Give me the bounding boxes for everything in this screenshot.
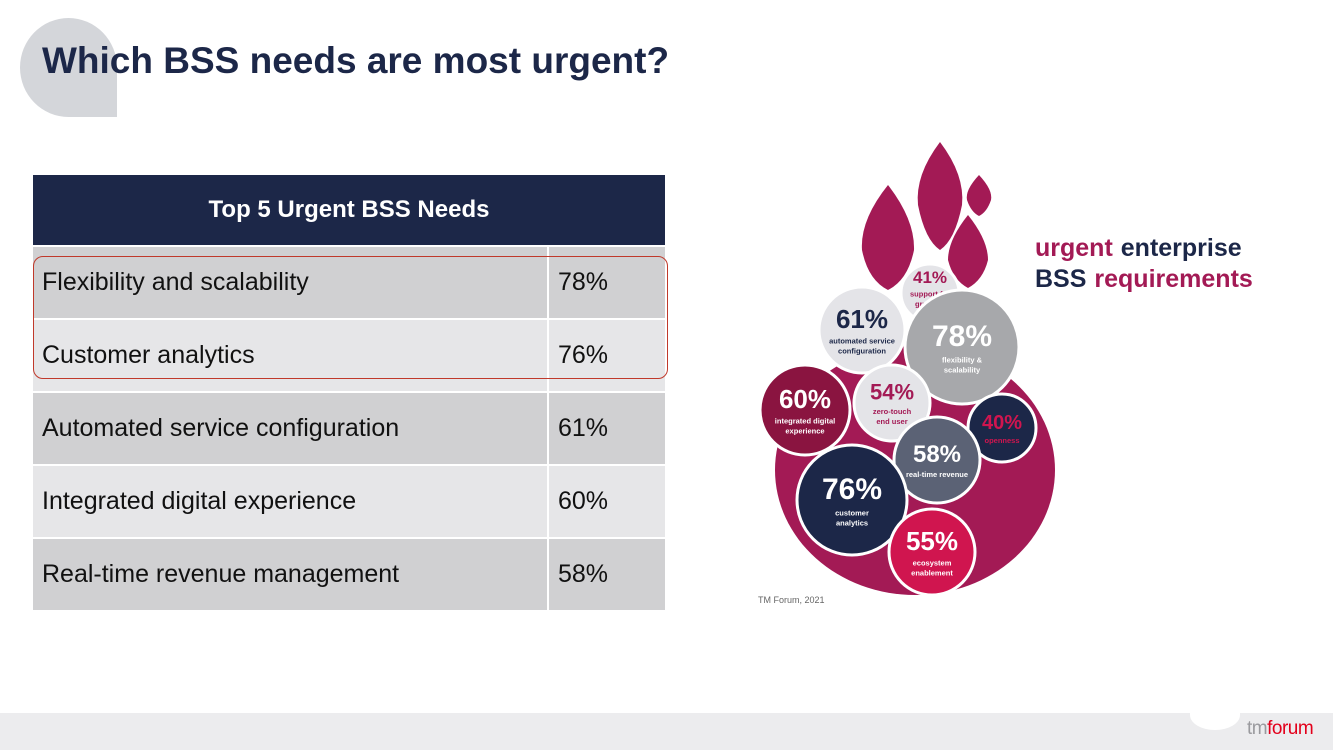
bubble-circle [966,392,1038,464]
urgent-needs-table: Top 5 Urgent BSS Needs Flexibility and s… [33,175,665,610]
need-value: 60% [549,466,665,537]
heading-word-bss: BSS [1035,265,1087,293]
bubble-value: 41% [913,268,947,287]
need-value: 58% [549,539,665,610]
bubble-label: flexibility & [942,356,983,365]
bubble-value: 76% [822,473,882,506]
bubble-label: ecosystem [913,558,952,567]
bubble-label: experience [785,426,824,435]
droplet-shape [966,175,992,216]
bubble-circle [758,363,852,457]
need-label: Automated service configuration [33,393,547,464]
heading-word-urgent: urgent [1035,234,1113,262]
bubble-value: 60% [779,384,831,414]
bubble-value: 78% [932,320,992,353]
table-header: Top 5 Urgent BSS Needs [33,175,665,245]
infographic-heading-line2: BSS requirements [1035,264,1253,294]
footer-bar [0,713,1333,750]
infographic-heading-line1: urgent enterprise [1035,233,1242,263]
logo-tm: tm [1247,718,1268,739]
tmforum-logo: tm forum [1247,718,1314,740]
heading-word-enterprise: enterprise [1120,234,1242,262]
logo-forum: forum [1267,718,1314,739]
bubble-circle [817,285,907,375]
bubble-label: real-time revenue [906,470,968,479]
heading-word-requirements: requirements [1094,265,1253,293]
bubble-label: zero-touch [873,407,912,416]
infographic-source: TM Forum, 2021 [758,595,825,605]
page-title: Which BSS needs are most urgent? [42,40,670,81]
bubble-value: 55% [906,526,958,556]
need-value: 76% [549,320,665,391]
bubble-value: 58% [913,441,961,468]
droplet-shape [917,142,963,250]
bubble-label: customer [835,509,869,518]
bubble-label: end user [876,417,907,426]
bss-infographic: 41%support forgranularcharging61%automat… [758,142,1055,597]
title-decoration [20,18,117,117]
bubble-circle [887,507,977,597]
bubble-circle [892,415,982,505]
bubble-label: scalability [944,366,981,375]
droplet-shape [861,185,915,290]
bubble-label: analytics [836,519,868,528]
need-value: 61% [549,393,665,464]
bubble-circle [903,288,1021,406]
need-value: 78% [549,247,665,318]
table-row: Integrated digital experience 60% [33,466,665,537]
need-label: Customer analytics [33,320,547,391]
droplet-shape [948,215,988,288]
bubble-label: enablement [911,568,953,577]
bubble-label: openness [984,436,1019,445]
need-label: Integrated digital experience [33,466,547,537]
bubble-value: 54% [870,380,914,405]
bubble-value: 61% [836,304,888,334]
table-row: Real-time revenue management 58% [33,539,665,610]
bubble-label: support for [910,289,950,298]
bubble-label: automated service [829,336,895,345]
bubble-circle [852,363,932,443]
table-row: Flexibility and scalability 78% [33,247,665,318]
bubble-label: integrated digital [775,416,835,425]
table-row: Automated service configuration 61% [33,393,665,464]
table-row: Customer analytics 76% [33,320,665,391]
need-label: Flexibility and scalability [33,247,547,318]
footer-notch [1190,700,1240,730]
bubble-label: configuration [838,346,886,355]
bubble-value: 40% [982,412,1022,434]
bubble-circle [795,443,909,557]
need-label: Real-time revenue management [33,539,547,610]
